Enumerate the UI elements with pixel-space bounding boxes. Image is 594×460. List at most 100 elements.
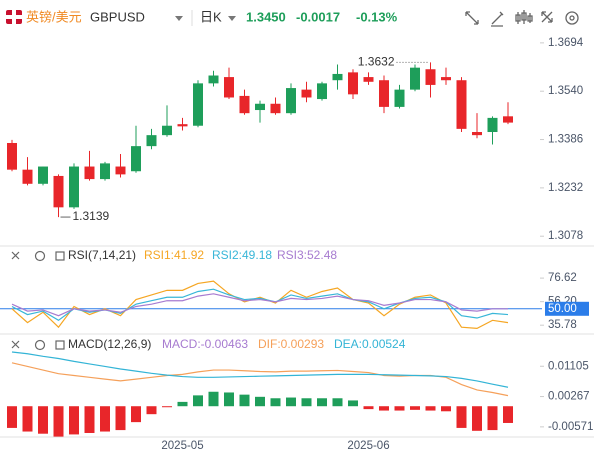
candle-body [503, 116, 513, 123]
macd-bar [38, 406, 48, 434]
settings-icon[interactable] [34, 339, 46, 351]
close-icon[interactable] [11, 251, 20, 260]
annotation: 1.3632 [358, 55, 395, 69]
macd-bar [115, 406, 126, 431]
macd-bar [394, 406, 405, 411]
macd-bar [348, 400, 358, 407]
close-icon[interactable] [11, 340, 20, 349]
rsi-controls [11, 250, 65, 262]
macd-bar [379, 406, 389, 411]
settings-icon-core [569, 15, 575, 21]
candle-body [332, 73, 343, 81]
macd-bar [193, 395, 203, 407]
macd-bar [441, 406, 451, 412]
legend-entry: RSI1:41.92 [144, 248, 204, 262]
macd-bar [456, 406, 467, 428]
macd-controls [11, 339, 65, 351]
candle-body [38, 166, 48, 184]
macd-bar [255, 396, 265, 407]
macd-bar [472, 406, 482, 431]
macd-bar [410, 406, 420, 410]
legend-entry: DEA:0.00524 [334, 337, 406, 351]
candle-body [270, 103, 281, 114]
indicator-line [11, 351, 509, 388]
x-tick-label: 2025-06 [347, 440, 389, 452]
candle-body [100, 163, 110, 180]
candle-body [208, 75, 219, 84]
dropdown-arrow[interactable] [175, 16, 183, 21]
fullscreen-icon[interactable] [541, 11, 553, 23]
candle-body [286, 88, 296, 114]
y-tick-label: 1.3078 [548, 230, 583, 242]
macd-bar [363, 406, 374, 410]
symbol-code[interactable]: GBPUSD [90, 9, 145, 24]
macd-bar [69, 406, 79, 435]
candle-body [239, 95, 250, 114]
candle-body [146, 135, 157, 147]
candle-body [131, 146, 141, 172]
macd-bar [146, 406, 157, 415]
period[interactable]: 日K [200, 9, 222, 24]
flag-stripe [12, 10, 16, 24]
macd-bar [224, 392, 234, 407]
macd-bar [332, 398, 343, 407]
macd-bar [7, 406, 17, 428]
y-tick-label: 0.01105 [548, 360, 589, 372]
symbol-name[interactable]: 英镑/美元 [26, 9, 82, 24]
indicator-line [11, 288, 509, 322]
macd-bar [100, 406, 110, 432]
macd-bar [425, 406, 436, 411]
indicator-icon[interactable] [515, 10, 533, 24]
candle-body [22, 169, 33, 184]
dropdown-arrow[interactable] [228, 16, 236, 21]
settings-icon[interactable] [565, 11, 579, 25]
macd-bar [84, 406, 95, 433]
last-price: 1.3450 [246, 9, 286, 24]
settings-icon[interactable] [34, 250, 46, 262]
candle-body [115, 166, 126, 175]
macd-bar [177, 401, 188, 407]
annotation: 1.3139 [73, 209, 110, 223]
candle-body [456, 80, 467, 129]
macd-bar [208, 391, 219, 407]
macd-bar [162, 406, 172, 408]
y-tick-label: 1.3386 [548, 134, 583, 146]
candle-body [162, 125, 172, 136]
candle-body [348, 72, 358, 95]
price-change: -0.0017 [296, 9, 340, 24]
y-tick-label: -0.00571 [548, 421, 593, 433]
expand-icon[interactable] [55, 251, 65, 261]
expand-icon[interactable] [55, 340, 65, 350]
macd-bar [131, 406, 141, 423]
draw-icon[interactable] [491, 11, 504, 27]
macd-bar [239, 394, 250, 407]
macd-bar [286, 397, 296, 407]
candle-body [379, 80, 389, 107]
symbol-flag[interactable] [6, 10, 22, 24]
candle-body [177, 124, 188, 127]
macd-bar [301, 398, 312, 407]
zoom-icon[interactable] [465, 11, 479, 25]
macd-bar [487, 406, 498, 431]
y-tick-label: 1.3232 [548, 182, 583, 194]
indicator-line [11, 280, 509, 330]
candle-body [193, 83, 203, 126]
candle-body [84, 166, 95, 180]
candle-body [224, 77, 234, 98]
y-tick-label: 35.78 [548, 319, 577, 331]
candle-body [317, 83, 327, 100]
x-tick-label: 2025-05 [161, 440, 203, 452]
candle-body [487, 117, 498, 133]
macd-bar [53, 406, 64, 437]
candle-body [410, 67, 420, 90]
indicator-line [11, 293, 508, 317]
panel-title: RSI(7,14,21) [68, 248, 136, 262]
toolbar [465, 10, 579, 27]
legend-entry: DIF:0.00293 [258, 337, 324, 351]
legend-entry: MACD:-0.00463 [162, 337, 248, 351]
candle-body [301, 89, 312, 98]
candle-body [394, 89, 405, 107]
candle-body [425, 69, 436, 85]
